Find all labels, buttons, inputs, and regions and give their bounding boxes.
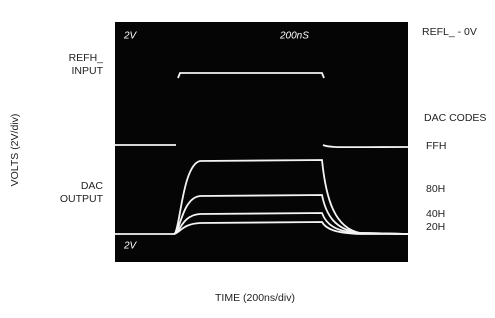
dac-label: DAC [81, 180, 104, 192]
refh-label: INPUT [72, 65, 104, 77]
scale-label: 2V [123, 241, 138, 252]
code-label: 80H [426, 183, 445, 195]
x-axis-label: TIME (200ns/div) [215, 292, 295, 304]
refh-label: REFH_ [69, 52, 104, 64]
scale-label: 2V [123, 31, 138, 42]
dac-codes-label: DAC CODES [424, 112, 486, 124]
code-label: 40H [426, 208, 445, 220]
dac-label: OUTPUT [60, 193, 104, 205]
code-label: FFH [426, 140, 446, 152]
timebase-label: 200nS [279, 31, 309, 42]
scope-screen [115, 22, 408, 262]
page: {"screen": {"top_left_scale": "2V", "tim… [0, 0, 495, 313]
refl-label: REFL_ - 0V [422, 26, 477, 38]
oscilloscope-figure: 2V 200nS 2V REFL_ - 0V REFH_ INPUT DAC C… [0, 0, 495, 313]
y-axis-label: VOLTS (2V/div) [9, 114, 21, 187]
code-label: 20H [426, 221, 445, 233]
